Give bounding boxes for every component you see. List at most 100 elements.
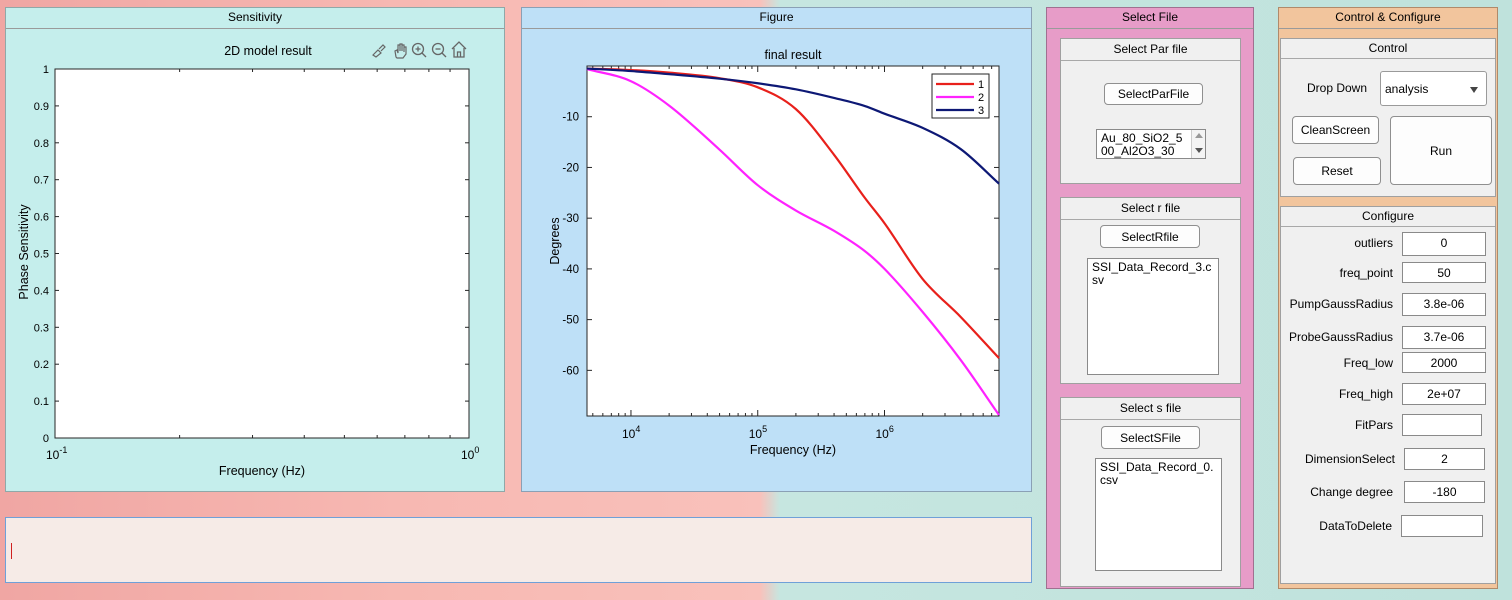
y-tick-label: 0.8 — [34, 138, 49, 150]
legend-label: 1 — [978, 79, 984, 91]
y-tick-label: 0.2 — [34, 359, 49, 371]
clean-screen-button[interactable]: CleanScreen — [1292, 116, 1379, 144]
y-tick-label: -30 — [562, 213, 579, 225]
configure-title: Configure — [1281, 207, 1495, 227]
pan-hand-icon[interactable] — [394, 43, 407, 59]
change-degree-label: Change degree — [1310, 485, 1393, 499]
text-cursor — [11, 543, 12, 559]
par-file-list[interactable]: Au_80_SiO2_500_Al2O3_30 — [1096, 129, 1206, 159]
r-file-list[interactable]: SSI_Data_Record_3.csv — [1087, 258, 1219, 375]
y-tick-label: -60 — [562, 365, 579, 377]
freq-low-field[interactable]: 2000 — [1402, 352, 1486, 373]
command-text-area[interactable] — [5, 517, 1032, 583]
x-tick-label-min: 10-1 — [46, 445, 67, 462]
s-file-list-text: SSI_Data_Record_0.csv — [1100, 460, 1214, 487]
legend-label: 3 — [978, 105, 984, 117]
x-tick-label: 104 — [622, 424, 640, 441]
probe-gauss-radius-field[interactable]: 3.7e-06 — [1402, 326, 1486, 349]
y-tick-label: 0.3 — [34, 322, 49, 334]
figure-panel: Figure final result -10 -20 -30 -40 -50 -60 1… — [521, 7, 1032, 492]
figure-chart[interactable]: final result -10 -20 -30 -40 -50 -60 104 105 10… — [522, 28, 1033, 492]
y-tick-label: -10 — [562, 112, 579, 124]
pump-gauss-radius-field[interactable]: 3.8e-06 — [1402, 293, 1486, 316]
select-par-file-button[interactable]: SelectParFile — [1104, 83, 1203, 105]
x-tick-label: 106 — [876, 424, 894, 441]
scroll-up-arrow-icon[interactable] — [1195, 133, 1203, 138]
run-button[interactable]: Run — [1390, 116, 1492, 185]
par-file-list-text: Au_80_SiO2_500_Al2O3_30 — [1101, 131, 1183, 158]
sensitivity-chart-title: 2D model result — [224, 44, 312, 58]
control-configure-panel: Control & Configure Control Drop Down an… — [1278, 7, 1498, 589]
reset-button[interactable]: Reset — [1293, 157, 1381, 185]
y-tick-label: 0.5 — [34, 249, 49, 261]
freq-low-label: Freq_low — [1343, 356, 1393, 370]
control-configure-panel-title: Control & Configure — [1279, 8, 1497, 29]
freq-high-field[interactable]: 2e+07 — [1402, 383, 1486, 405]
select-par-title: Select Par file — [1061, 39, 1240, 61]
home-icon[interactable] — [451, 41, 467, 58]
freq-high-label: Freq_high — [1338, 387, 1393, 401]
y-tick-label: 0 — [43, 433, 49, 445]
control-title: Control — [1281, 39, 1495, 59]
sensitivity-xlabel: Frequency (Hz) — [219, 464, 305, 478]
change-degree-field[interactable]: -180 — [1404, 481, 1485, 503]
select-par-group: Select Par file SelectParFile Au_80_SiO2… — [1060, 38, 1241, 184]
fit-pars-field[interactable] — [1402, 414, 1482, 436]
figure-plot-area — [586, 65, 1000, 417]
select-r-title: Select r file — [1061, 198, 1240, 220]
y-tick-label: 0.1 — [34, 396, 49, 408]
legend-label: 2 — [978, 92, 984, 104]
series-3-line — [586, 67, 1000, 185]
dropdown-value: analysis — [1385, 82, 1429, 96]
dimension-select-label: DimensionSelect — [1304, 452, 1395, 466]
y-tick-label: 0.9 — [34, 101, 49, 113]
series-1-line — [586, 67, 1000, 359]
sensitivity-ylabel: Phase Sensitivity — [17, 204, 31, 300]
brush-icon[interactable] — [372, 44, 386, 58]
select-s-title: Select s file — [1061, 398, 1240, 420]
x-tick-label: 105 — [749, 424, 767, 441]
pump-gauss-radius-label: PumpGaussRadius — [1289, 297, 1393, 311]
y-tick-label: 0.6 — [34, 212, 49, 224]
y-tick-label: 0.4 — [34, 285, 49, 297]
select-s-file-button[interactable]: SelectSFile — [1101, 426, 1200, 449]
sensitivity-chart[interactable]: 2D model result 0 0.1 0.2 0.3 0.4 0.5 0.6 0.7 0.… — [6, 28, 506, 492]
list-scrollbar[interactable] — [1191, 130, 1205, 158]
outliers-field[interactable]: 0 — [1402, 232, 1486, 256]
scroll-down-arrow-icon[interactable] — [1195, 148, 1203, 153]
figure-xlabel: Frequency (Hz) — [750, 443, 836, 457]
select-r-file-button[interactable]: SelectRfile — [1100, 225, 1200, 248]
s-file-list[interactable]: SSI_Data_Record_0.csv — [1095, 458, 1222, 571]
data-to-delete-label: DataToDelete — [1319, 519, 1392, 533]
configure-group: Configure outliers 0 freq_point 50 PumpG… — [1280, 206, 1496, 584]
sensitivity-panel: Sensitivity 2D model result 0 0.1 0.2 0.3 0.… — [5, 7, 505, 492]
probe-gauss-radius-label: ProbeGaussRadius — [1288, 330, 1393, 344]
series-2-line — [586, 67, 1000, 416]
control-group: Control Drop Down analysis CleanScreen R… — [1280, 38, 1496, 197]
figure-ylabel: Degrees — [548, 217, 562, 264]
fit-pars-label: FitPars — [1354, 418, 1393, 432]
y-tick-label: 1 — [43, 64, 49, 76]
figure-panel-title: Figure — [522, 8, 1031, 29]
freq-point-label: freq_point — [1339, 266, 1393, 280]
select-file-panel: Select File Select Par file SelectParFil… — [1046, 7, 1254, 589]
dimension-select-field[interactable]: 2 — [1404, 448, 1485, 470]
zoom-in-icon[interactable] — [411, 42, 427, 58]
y-tick-label: -50 — [562, 315, 579, 327]
y-tick-label: 0.7 — [34, 175, 49, 187]
analysis-dropdown[interactable]: analysis — [1380, 71, 1487, 106]
figure-chart-title: final result — [765, 48, 822, 62]
dropdown-label: Drop Down — [1307, 81, 1368, 95]
outliers-label: outliers — [1354, 236, 1393, 250]
sensitivity-plot-area — [54, 68, 470, 439]
data-to-delete-field[interactable] — [1401, 515, 1483, 537]
y-tick-label: -20 — [562, 162, 579, 174]
zoom-out-icon[interactable] — [431, 42, 447, 58]
x-tick-label-max: 100 — [461, 445, 479, 462]
r-file-list-text: SSI_Data_Record_3.csv — [1092, 260, 1212, 287]
freq-point-field[interactable]: 50 — [1402, 262, 1486, 283]
sensitivity-panel-title: Sensitivity — [6, 8, 504, 29]
select-r-group: Select r file SelectRfile SSI_Data_Recor… — [1060, 197, 1241, 384]
select-file-panel-title: Select File — [1047, 8, 1253, 29]
select-s-group: Select s file SelectSFile SSI_Data_Recor… — [1060, 397, 1241, 587]
